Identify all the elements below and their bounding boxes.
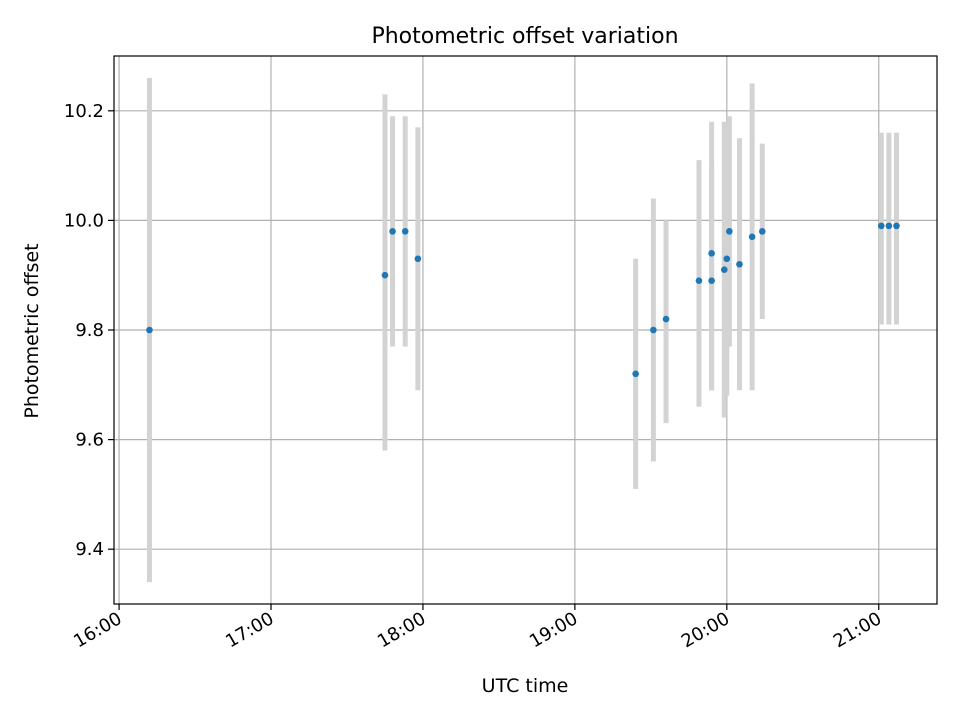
data-point — [662, 315, 670, 323]
data-point — [632, 370, 639, 378]
data-point — [748, 233, 756, 241]
data-point — [695, 277, 703, 284]
y-axis-ticks: 9.4 9.6 9.8 10.0 10.2 — [64, 101, 114, 560]
data-point — [146, 326, 153, 334]
data-point — [723, 255, 731, 263]
data-point — [401, 228, 409, 235]
data-point — [893, 222, 900, 230]
data-point — [381, 271, 389, 279]
chart-title: Photometric offset variation — [371, 24, 678, 49]
data-point — [885, 222, 893, 230]
data-point — [720, 266, 728, 274]
y-tick-label: 9.6 — [75, 430, 104, 451]
y-tick-label: 9.8 — [75, 320, 104, 341]
data-point — [877, 222, 885, 230]
x-axis-label: UTC time — [482, 675, 569, 697]
data-point — [726, 228, 733, 235]
y-axis-label: Photometric offset — [21, 243, 43, 418]
data-point — [414, 255, 422, 263]
data-point — [758, 228, 766, 235]
y-tick-label: 9.4 — [75, 539, 104, 560]
y-tick-label: 10.0 — [64, 210, 104, 231]
data-point — [736, 260, 743, 268]
data-point — [708, 277, 715, 284]
data-points — [146, 222, 900, 378]
data-point — [708, 249, 715, 257]
y-tick-label: 10.2 — [64, 101, 104, 122]
data-point — [650, 326, 657, 334]
data-point — [389, 228, 396, 235]
